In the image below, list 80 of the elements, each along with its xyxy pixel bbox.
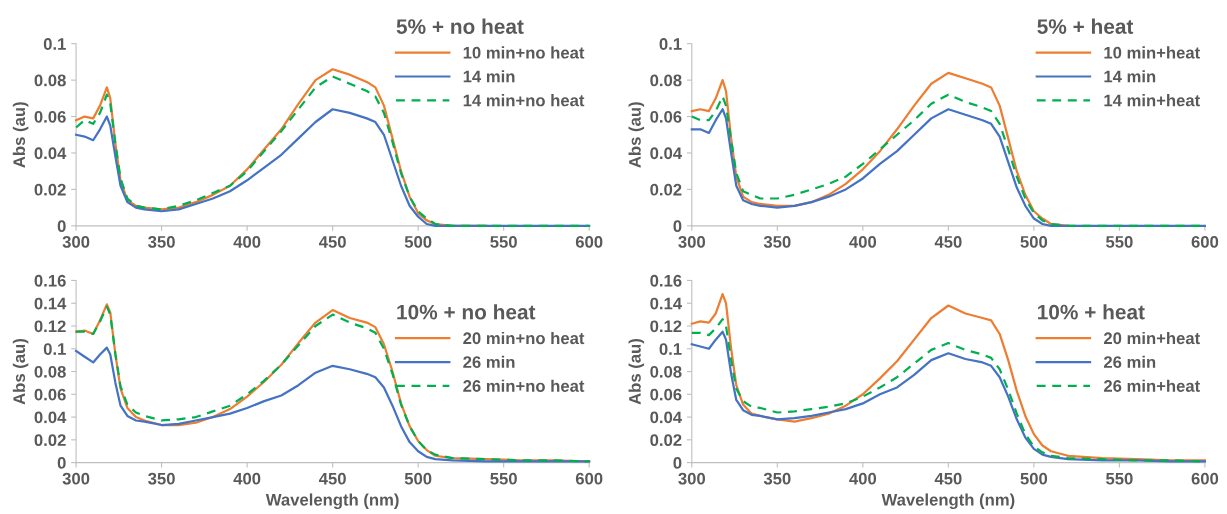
y-tick-label: 0.12 bbox=[34, 320, 66, 333]
x-tick-label: 300 bbox=[678, 235, 706, 248]
x-tick-label: 350 bbox=[763, 235, 791, 248]
x-tick-label: 600 bbox=[1191, 472, 1219, 485]
y-tick-label: 0.08 bbox=[650, 365, 682, 378]
y-tick-label: 0.16 bbox=[650, 274, 682, 287]
legend-label: 26 min+no heat bbox=[463, 379, 585, 392]
y-axis-title: Abs (au) bbox=[628, 339, 645, 405]
legend-label: 26 min+heat bbox=[1103, 379, 1200, 392]
x-tick-label: 300 bbox=[62, 235, 90, 248]
x-axis-title: Wavelength (nm) bbox=[881, 493, 1015, 510]
legend-label: 14 min+no heat bbox=[463, 94, 585, 107]
y-tick-label: 0 bbox=[673, 220, 682, 233]
y-tick-label: 0.1 bbox=[659, 343, 682, 355]
legend-label: 14 min+heat bbox=[1104, 94, 1200, 107]
legend-label: 14 min bbox=[1104, 70, 1156, 83]
y-tick-label: 0.14 bbox=[650, 297, 682, 310]
x-tick-label: 550 bbox=[1106, 235, 1133, 248]
x-tick-label: 400 bbox=[849, 235, 877, 248]
legend-label: 20 min+no heat bbox=[463, 331, 585, 345]
x-tick-label: 550 bbox=[490, 235, 517, 248]
x-tick-label: 500 bbox=[1020, 235, 1048, 248]
y-tick-label: 0.04 bbox=[34, 147, 67, 160]
x-tick-label: 300 bbox=[62, 472, 90, 485]
x-tick-label: 450 bbox=[934, 472, 962, 485]
y-tick-label: 0.06 bbox=[34, 388, 66, 401]
y-axis-title: Abs (au) bbox=[12, 102, 29, 168]
legend-label: 20 min+heat bbox=[1103, 331, 1200, 345]
y-tick-label: 0.04 bbox=[650, 411, 682, 424]
x-tick-label: 300 bbox=[678, 472, 706, 485]
y-tick-label: 0.12 bbox=[650, 320, 682, 333]
legend-label: 26 min bbox=[1103, 355, 1156, 369]
legend-title: 10% + no heat bbox=[397, 304, 536, 320]
x-tick-label: 450 bbox=[934, 235, 962, 248]
y-tick-label: 0.06 bbox=[650, 110, 682, 123]
x-tick-label: 350 bbox=[148, 235, 175, 248]
y-tick-label: 0.14 bbox=[34, 297, 67, 310]
y-tick-label: 0.04 bbox=[650, 147, 682, 160]
y-tick-label: 0.04 bbox=[34, 411, 67, 424]
y-tick-label: 0 bbox=[57, 220, 66, 233]
x-tick-label: 450 bbox=[318, 235, 346, 248]
y-tick-label: 0.02 bbox=[650, 183, 682, 196]
x-tick-label: 350 bbox=[148, 472, 175, 485]
y-tick-label: 0.1 bbox=[43, 38, 66, 50]
x-tick-label: 550 bbox=[1106, 472, 1133, 485]
y-tick-label: 0.08 bbox=[34, 74, 66, 87]
x-tick-label: 550 bbox=[490, 472, 517, 485]
legend-title: 5% + no heat bbox=[396, 18, 524, 34]
y-tick-label: 0.02 bbox=[650, 434, 682, 447]
x-tick-label: 350 bbox=[763, 472, 791, 485]
x-tick-label: 500 bbox=[404, 472, 432, 485]
legend-label: 26 min bbox=[463, 355, 515, 369]
x-tick-label: 400 bbox=[849, 472, 877, 485]
legend-label: 10 min+heat bbox=[1104, 46, 1200, 59]
x-tick-label: 400 bbox=[233, 235, 261, 248]
y-tick-label: 0 bbox=[673, 457, 682, 469]
y-tick-label: 0.08 bbox=[34, 365, 66, 378]
x-tick-label: 400 bbox=[233, 472, 261, 485]
x-axis-title: Wavelength (nm) bbox=[265, 493, 399, 510]
y-tick-label: 0.08 bbox=[650, 74, 682, 87]
x-tick-label: 500 bbox=[1020, 472, 1048, 485]
y-tick-label: 0.02 bbox=[34, 183, 66, 196]
x-tick-label: 450 bbox=[318, 472, 346, 485]
legend-label: 10 min+no heat bbox=[463, 46, 585, 59]
y-axis-title: Abs (au) bbox=[628, 102, 645, 168]
y-tick-label: 0.06 bbox=[650, 388, 682, 401]
x-tick-label: 600 bbox=[575, 472, 603, 485]
legend-label: 14 min bbox=[463, 70, 515, 83]
legend-title: 5% + heat bbox=[1037, 18, 1134, 34]
x-tick-label: 500 bbox=[404, 235, 432, 248]
y-tick-label: 0.02 bbox=[34, 434, 66, 447]
y-axis-title: Abs (au) bbox=[12, 339, 29, 405]
y-tick-label: 0 bbox=[57, 457, 66, 469]
y-tick-label: 0.06 bbox=[34, 110, 66, 123]
y-tick-label: 0.1 bbox=[659, 38, 682, 50]
x-tick-label: 600 bbox=[575, 235, 603, 248]
x-tick-label: 600 bbox=[1191, 235, 1219, 248]
y-tick-label: 0.1 bbox=[43, 343, 66, 355]
y-tick-label: 0.16 bbox=[34, 274, 66, 287]
legend-title: 10% + heat bbox=[1038, 304, 1145, 320]
